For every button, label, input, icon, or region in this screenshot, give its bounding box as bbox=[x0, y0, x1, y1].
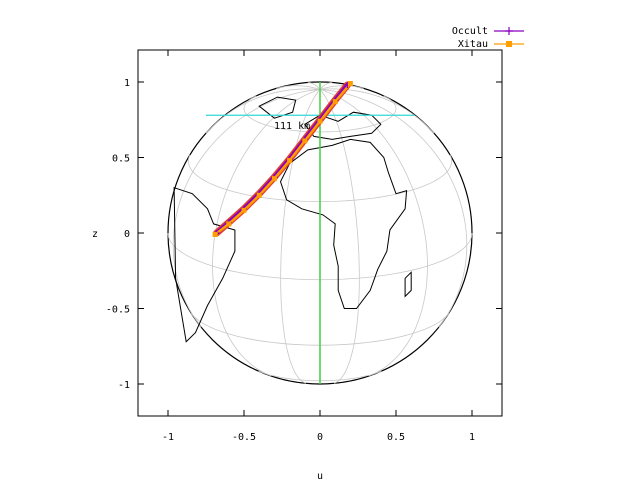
continent-outlines bbox=[173, 96, 412, 343]
meridian-line bbox=[280, 89, 321, 384]
meridian-line bbox=[319, 89, 360, 384]
xitau-point bbox=[271, 176, 277, 182]
xitau-point bbox=[212, 232, 218, 238]
x-tick-label: 1 bbox=[469, 432, 475, 443]
greenland-outline bbox=[258, 96, 297, 119]
x-tick-label: 0 bbox=[317, 432, 323, 443]
meridian-line bbox=[319, 89, 428, 377]
africa-outline bbox=[279, 138, 408, 309]
europe-outline bbox=[304, 111, 382, 140]
legend-marker-occult bbox=[505, 27, 513, 35]
xitau-point bbox=[287, 158, 293, 164]
guide-lines bbox=[206, 82, 415, 384]
legend: Occult Xitau bbox=[452, 26, 524, 50]
meridian-line bbox=[319, 89, 468, 328]
xitau-point bbox=[302, 138, 308, 144]
y-tick-label: -1 bbox=[118, 380, 130, 391]
y-tick-label: -0.5 bbox=[106, 305, 130, 316]
xitau-point bbox=[317, 118, 323, 124]
legend-label-occult: Occult bbox=[452, 26, 488, 37]
x-axis-label: u bbox=[317, 471, 323, 480]
y-tick-label: 0.5 bbox=[112, 154, 130, 165]
y-axis-label: z bbox=[92, 229, 98, 240]
meridian-line bbox=[205, 88, 321, 134]
y-tick-label: 0 bbox=[124, 229, 130, 240]
xitau-point bbox=[347, 81, 353, 87]
meridian-line bbox=[307, 82, 321, 90]
legend-label-xitau: Xitau bbox=[458, 39, 488, 50]
meridian-line bbox=[319, 85, 364, 90]
xitau-point bbox=[241, 207, 247, 213]
xitau-point bbox=[256, 192, 262, 198]
meridian-line bbox=[276, 85, 321, 90]
south-america-outline bbox=[173, 187, 236, 343]
annotation-label: 111 km bbox=[274, 121, 310, 132]
meridian-line bbox=[172, 89, 321, 328]
madagascar-outline bbox=[404, 271, 412, 298]
x-tick-label: -0.5 bbox=[232, 432, 256, 443]
series-line-xitau bbox=[213, 82, 352, 236]
y-tick-label: 1 bbox=[124, 78, 130, 89]
x-tick-label: -1 bbox=[162, 432, 174, 443]
occultation-tracks bbox=[212, 81, 353, 238]
xitau-point bbox=[226, 221, 232, 227]
x-tick-label: 0.5 bbox=[387, 432, 405, 443]
meridian-line bbox=[319, 82, 333, 90]
xitau-point bbox=[332, 99, 338, 105]
legend-marker-xitau bbox=[506, 41, 512, 47]
axes: -1 -0.5 0 0.5 1 -1 -0.5 0 0.5 1 bbox=[106, 50, 502, 443]
